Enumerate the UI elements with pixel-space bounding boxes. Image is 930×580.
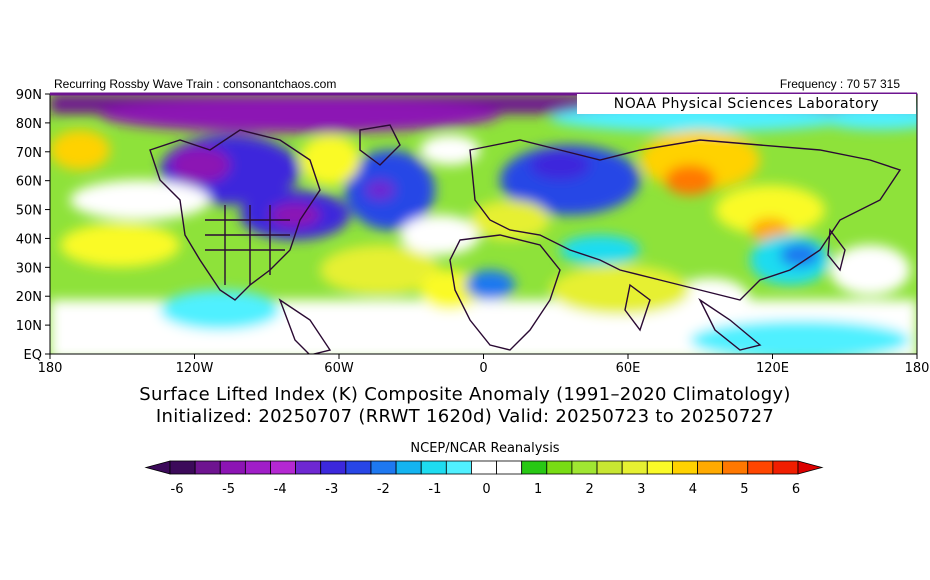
colorbar-label: 3 xyxy=(637,482,645,497)
colorbar-cell xyxy=(445,460,472,475)
lat-label: EQ xyxy=(24,348,42,363)
lat-label: 70N xyxy=(16,146,42,161)
colorbar-cell xyxy=(697,460,724,475)
header-left: Recurring Rossby Wave Train : consonantc… xyxy=(54,77,337,91)
lat-label: 20N xyxy=(16,290,42,305)
colorbar-cell xyxy=(194,460,221,475)
colorbar-cell xyxy=(546,460,573,475)
anomaly-map: 90N 80N 70N 60N 50N 40N 30N 20N 10N EQ 180 120W 60W… xyxy=(16,88,930,376)
colorbar-label: -1 xyxy=(428,482,441,497)
lon-label: 0 xyxy=(479,361,487,376)
lon-label: 60W xyxy=(324,361,354,376)
colorbar-cell xyxy=(672,460,698,475)
colorbar-cell xyxy=(219,460,246,475)
colorbar-cell xyxy=(270,460,297,475)
lat-label: 50N xyxy=(16,204,42,219)
header-right: Frequency : 70 57 315 xyxy=(779,77,900,91)
colorbar-cell xyxy=(420,460,447,475)
colorbar-cell xyxy=(169,460,196,475)
lab-label: NOAA Physical Sciences Laboratory xyxy=(577,94,916,114)
colorbar-label: -4 xyxy=(274,482,287,497)
colorbar-left-arrow xyxy=(144,460,171,475)
colorbar-cell xyxy=(772,460,799,475)
colorbar-cell xyxy=(370,460,397,475)
colorbar-cell xyxy=(621,460,648,475)
lon-label: 180 xyxy=(905,361,930,376)
title-line-1: Surface Lifted Index (K) Composite Anoma… xyxy=(139,384,791,405)
lat-label: 80N xyxy=(16,117,42,132)
lat-label: 10N xyxy=(16,319,42,334)
colorbar-cell xyxy=(345,460,372,475)
colorbar-cell xyxy=(244,460,271,475)
colorbar-cell xyxy=(320,460,347,475)
lat-label: 30N xyxy=(16,261,42,276)
colorbar-cell xyxy=(496,460,523,475)
colorbar-cell xyxy=(722,460,749,475)
colorbar-label: -2 xyxy=(377,482,390,497)
colorbar-cell xyxy=(395,460,422,475)
colorbar-label: 6 xyxy=(792,482,800,497)
colorbar-label: 4 xyxy=(689,482,697,497)
colorbar-label: 1 xyxy=(534,482,542,497)
colorbar-cell xyxy=(747,460,774,475)
colorbar-cell xyxy=(471,460,497,475)
colorbar-cell xyxy=(596,460,623,475)
colorbar-label: -3 xyxy=(325,482,338,497)
lat-label: 90N xyxy=(16,88,42,103)
colorbar-cell xyxy=(571,460,598,475)
lon-label: 60E xyxy=(616,361,641,376)
source-label: NCEP/NCAR Reanalysis xyxy=(410,441,560,456)
colorbar-right-arrow xyxy=(797,460,824,475)
title-line-2: Initialized: 20250707 (RRWT 1620d) Valid… xyxy=(155,406,775,427)
lat-label: 40N xyxy=(16,232,42,247)
colorbar-label: 2 xyxy=(586,482,594,497)
lon-label: 120E xyxy=(756,361,789,376)
colorbar-label: -6 xyxy=(171,482,184,497)
colorbar-label: -5 xyxy=(222,482,235,497)
colorbar-cell xyxy=(295,460,322,475)
lat-label: 60N xyxy=(16,175,42,190)
colorbar-cell xyxy=(521,460,548,475)
colorbar-label: 0 xyxy=(482,482,490,497)
lon-label: 180 xyxy=(38,361,63,376)
colorbar-cell xyxy=(646,460,673,475)
lon-label: 120W xyxy=(176,361,214,376)
colorbar-label: 5 xyxy=(740,482,748,497)
